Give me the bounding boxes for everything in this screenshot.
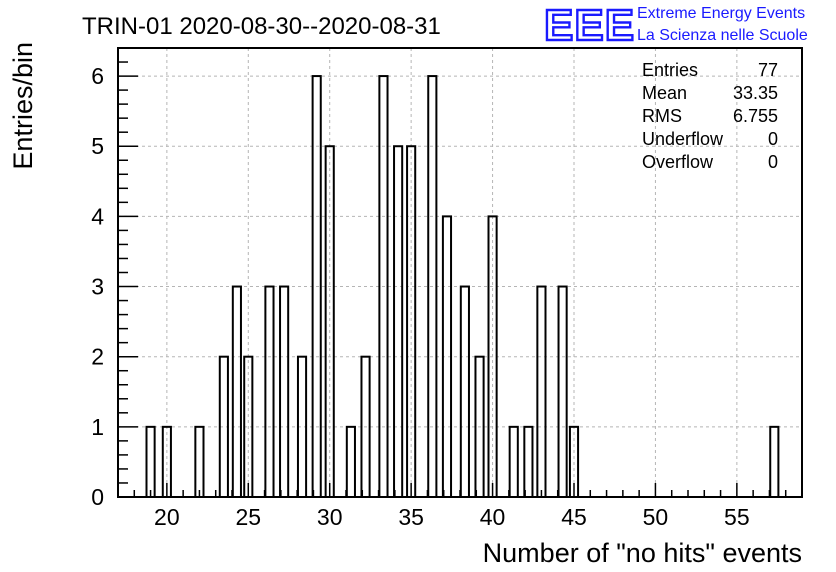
histogram-bar: [194, 425, 205, 498]
x-tick-label: 35: [398, 504, 424, 530]
stats-label: RMS: [642, 106, 682, 126]
stats-label: Entries: [642, 60, 698, 80]
y-axis-ticks: 0 1 2 3 4 5 6: [91, 47, 138, 510]
histogram-bar: [231, 285, 242, 498]
chart-title: TRIN-01 2020-08-30--2020-08-31: [82, 13, 441, 40]
histogram-bar: [345, 425, 356, 498]
stats-value: 0: [768, 129, 778, 149]
histogram-bar: [279, 285, 290, 498]
x-tick-label: 55: [724, 504, 750, 530]
eee-logo-line2: La Scienza nelle Scuole: [637, 27, 808, 44]
stats-value: 6.755: [733, 106, 778, 126]
y-tick-label: 3: [91, 274, 104, 300]
stats-label: Overflow: [642, 152, 714, 172]
histogram-bar: [264, 285, 275, 498]
x-tick-label: 50: [643, 504, 669, 530]
histogram-bar: [769, 425, 780, 498]
eee-logo: EEE Extreme Energy Events La Scienza nel…: [543, 0, 808, 51]
histogram-bar: [145, 425, 156, 498]
stats-value: 0: [768, 152, 778, 172]
histogram-bar: [536, 285, 547, 498]
y-tick-label: 5: [91, 133, 104, 159]
histogram-bar: [557, 285, 568, 498]
y-tick-label: 2: [91, 344, 104, 370]
x-axis-ticks: 20 25 30 35 40 45 50 55: [117, 483, 803, 530]
eee-logo-mark: EEE: [544, 1, 635, 50]
x-tick-label: 25: [235, 504, 261, 530]
x-tick-label: 30: [317, 504, 343, 530]
x-tick-label: 20: [154, 504, 180, 530]
y-tick-label: 0: [91, 484, 104, 510]
x-axis-title: Number of "no hits" events: [483, 538, 802, 568]
x-tick-label: 45: [561, 504, 587, 530]
stats-label: Underflow: [642, 129, 724, 149]
y-tick-label: 4: [91, 203, 104, 229]
y-tick-label: 6: [91, 63, 104, 89]
stats-value: 77: [758, 60, 778, 80]
x-tick-label: 40: [480, 504, 506, 530]
stats-value: 33.35: [733, 83, 778, 103]
y-axis-title: Entries/bin: [8, 42, 38, 170]
eee-logo-line1: Extreme Energy Events: [637, 5, 805, 22]
stats-box: Entries 77 Mean 33.35 RMS 6.755 Underflow 0 Over…: [642, 60, 778, 172]
y-tick-label: 1: [91, 414, 104, 440]
histogram-bar: [508, 425, 519, 498]
histogram-bar: [523, 425, 534, 498]
histogram-bar: [393, 145, 404, 498]
stats-label: Mean: [642, 83, 687, 103]
histogram-bar: [459, 285, 470, 498]
